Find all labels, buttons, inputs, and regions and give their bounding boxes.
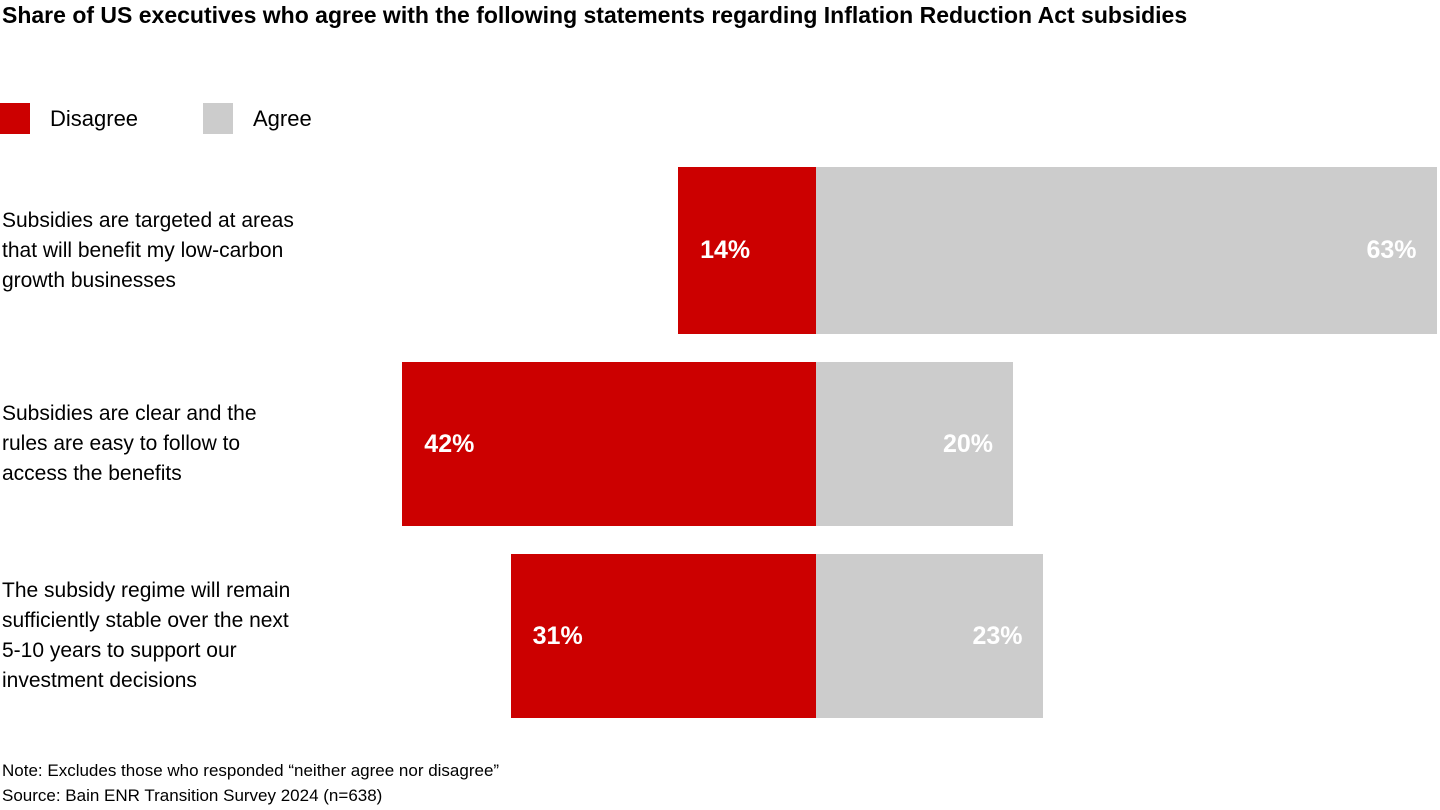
legend-label-agree: Agree	[253, 105, 312, 131]
chart-title: Share of US executives who agree with th…	[2, 2, 1188, 28]
category-label: The subsidy regime will remain sufficient…	[2, 579, 291, 692]
source-text: Source: Bain ENR Transition Survey 2024 …	[2, 786, 383, 805]
agree-swatch	[203, 103, 233, 134]
legend-item-agree: Agree	[203, 103, 312, 134]
agree-bar: 23%	[816, 554, 1043, 718]
agree-value-label: 23%	[972, 621, 1023, 650]
agree-bar: 20%	[816, 362, 1013, 526]
category-label: Subsidies are clear and the rules are eas…	[2, 402, 257, 485]
disagree-swatch	[0, 103, 30, 134]
disagree-value-label: 14%	[700, 236, 751, 264]
chart-footer: Note: Excludes those who responded “neit…	[2, 758, 499, 808]
disagree-bar: 31%	[510, 554, 816, 718]
legend-label-disagree: Disagree	[50, 105, 139, 131]
legend-item-disagree: Disagree	[0, 103, 138, 134]
disagree-bar: 42%	[402, 362, 816, 526]
agree-value-label: 63%	[1366, 236, 1417, 264]
disagree-value-label: 42%	[424, 429, 475, 458]
note-text: Note: Excludes those who responded “neit…	[2, 761, 500, 780]
disagree-bar: 14%	[678, 167, 816, 334]
category-label: Subsidies are targeted at areas that will…	[2, 208, 294, 292]
bar-chart: Subsidies are targeted at areas that will…	[2, 167, 1437, 718]
disagree-value-label: 31%	[532, 621, 583, 650]
legend: Disagree Agree	[0, 103, 1440, 134]
agree-value-label: 20%	[942, 429, 993, 458]
agree-bar: 63%	[816, 167, 1437, 334]
